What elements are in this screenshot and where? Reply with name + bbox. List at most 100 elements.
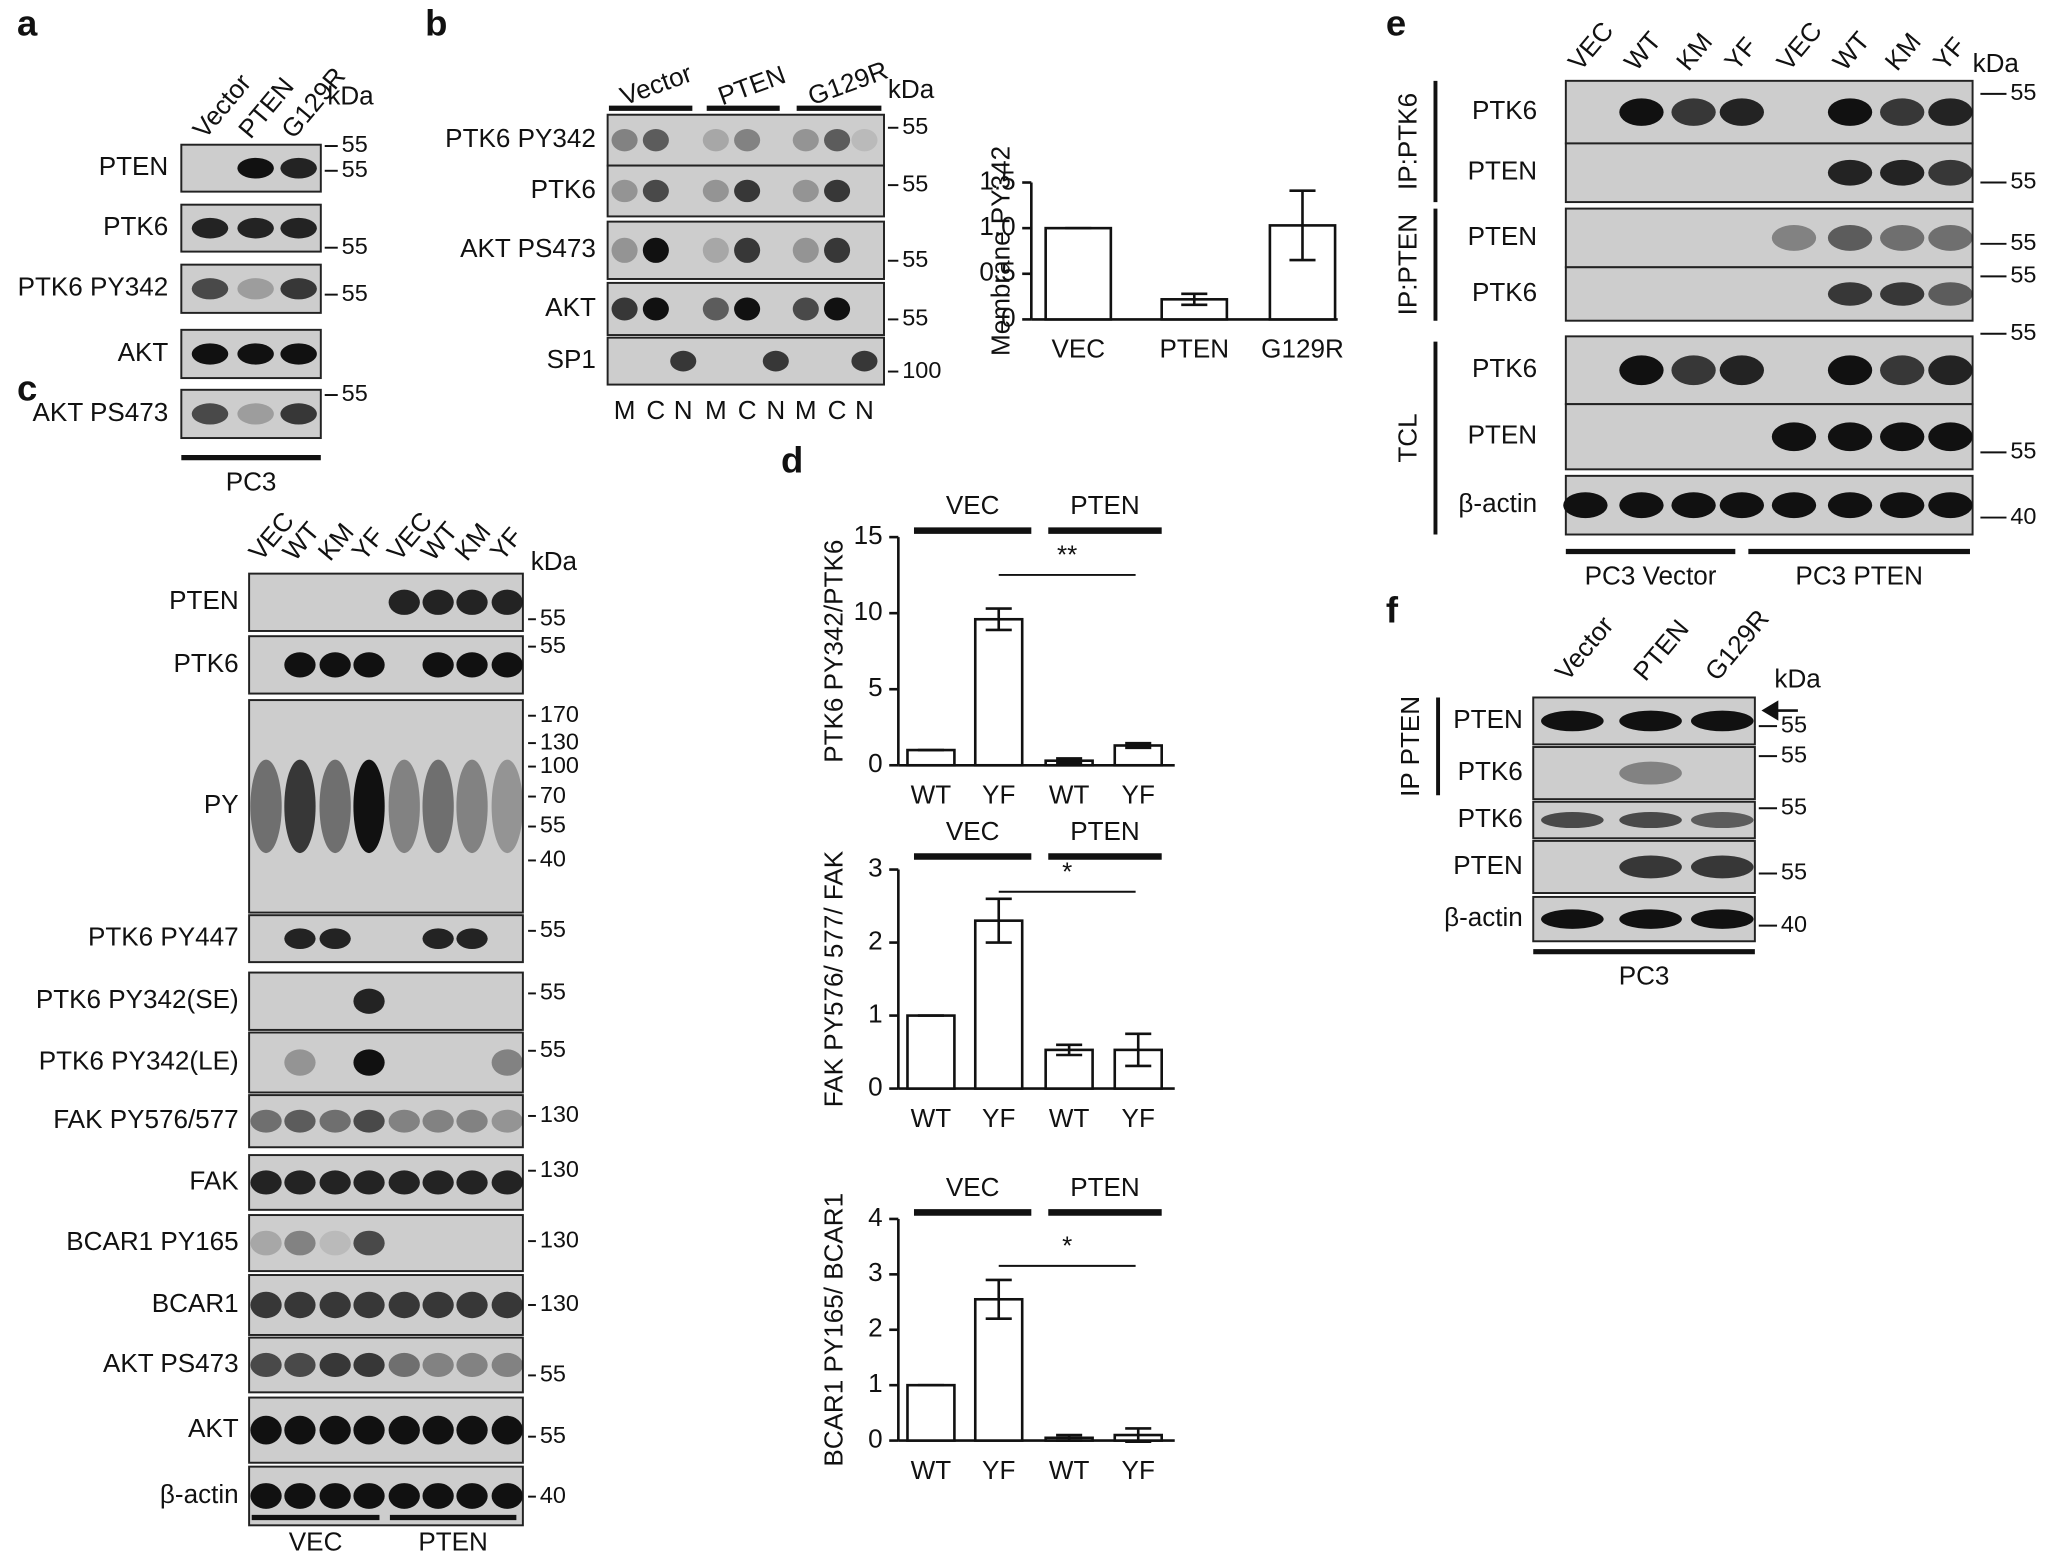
band [1928, 98, 1973, 126]
y-tick-label: 1 [868, 998, 883, 1028]
band [284, 759, 316, 854]
band [824, 128, 851, 152]
size-marker: 55 [540, 1361, 566, 1387]
lane-label: YF [1718, 31, 1762, 76]
band [280, 157, 317, 179]
row-label: PTEN [1453, 850, 1523, 880]
row-label: PTK6 PY447 [88, 922, 239, 952]
band [388, 1291, 420, 1319]
band [250, 1291, 282, 1319]
bar [1044, 1048, 1094, 1090]
band [284, 652, 316, 678]
band [250, 1230, 282, 1256]
row-label: AKT [188, 1413, 239, 1443]
band [702, 128, 729, 152]
band [491, 1352, 523, 1378]
band [353, 1049, 385, 1076]
panel-letter: b [425, 3, 447, 44]
band [237, 217, 274, 239]
size-marker: 55 [902, 246, 928, 272]
size-marker: 55 [342, 131, 368, 157]
error-bar [1056, 757, 1083, 765]
band [353, 988, 385, 1014]
x-tick-label: WT [911, 1455, 952, 1485]
size-marker: 55 [2010, 79, 2036, 105]
bar [906, 748, 956, 767]
band [456, 1109, 488, 1133]
y-tick-label: 3 [868, 1257, 883, 1287]
error-bar [1125, 1032, 1152, 1068]
error-bar [1056, 1043, 1083, 1057]
band [284, 928, 316, 949]
lane-label: YF [484, 521, 528, 566]
band [319, 1109, 351, 1133]
size-marker: 55 [342, 156, 368, 182]
fraction-label: C [828, 395, 847, 425]
blot-strip [248, 1214, 524, 1273]
size-marker: 170 [540, 701, 579, 727]
bar [973, 1297, 1024, 1442]
group-label: PC3 PTEN [1795, 560, 1922, 590]
band [1880, 355, 1925, 386]
size-marker: 55 [902, 113, 928, 139]
size-marker: 55 [540, 812, 566, 838]
band [250, 1483, 282, 1509]
band [1827, 159, 1873, 186]
band [319, 1415, 351, 1445]
band [491, 1049, 523, 1076]
error-bar [1289, 189, 1316, 262]
band [762, 350, 789, 372]
band [250, 1170, 282, 1195]
row-label: AKT PS473 [460, 233, 596, 263]
band [1719, 492, 1764, 519]
band [237, 157, 274, 179]
band [792, 179, 819, 203]
x-tick-label: YF [1122, 1455, 1155, 1485]
band [702, 179, 729, 203]
band [456, 589, 488, 615]
band [491, 759, 523, 854]
x-tick-label: YF [982, 1455, 1015, 1485]
y-tick-label: 2 [868, 1313, 883, 1343]
band [1619, 710, 1682, 732]
size-marker: 55 [540, 1036, 566, 1062]
row-label: β-actin [1458, 488, 1537, 518]
band [388, 1415, 420, 1445]
band [456, 1415, 488, 1445]
band [1619, 492, 1664, 519]
band [792, 297, 819, 321]
size-marker: 55 [540, 979, 566, 1005]
band [1827, 282, 1873, 306]
size-marker: 55 [342, 233, 368, 259]
lane-label: G129R [1699, 604, 1775, 687]
band [1541, 811, 1604, 829]
row-label: β-actin [1444, 902, 1523, 932]
size-marker: 100 [540, 752, 579, 778]
row-label: PTEN [169, 585, 239, 615]
band [491, 1291, 523, 1319]
size-marker: 55 [342, 280, 368, 306]
row-label: PTK6 [1458, 756, 1523, 786]
band [734, 179, 761, 203]
group-label: VEC [946, 1172, 1000, 1202]
band [734, 297, 761, 321]
band [1619, 98, 1664, 126]
band [422, 928, 454, 949]
band [284, 1415, 316, 1445]
panel-letter: a [17, 3, 38, 44]
group-label: PTEN [1070, 816, 1140, 846]
y-tick-label: 2 [868, 925, 883, 955]
band [284, 1352, 316, 1378]
band [353, 1170, 385, 1195]
panel-letter: d [781, 439, 803, 480]
band [851, 128, 878, 152]
band [1541, 710, 1604, 732]
band [1690, 855, 1754, 879]
band [422, 1109, 454, 1133]
row-label: PTK6 PY342 [18, 272, 169, 302]
size-marker: 55 [2010, 319, 2036, 345]
y-tick-label: 1.5 [979, 165, 1015, 195]
band [1771, 225, 1817, 251]
y-tick-label: 10 [854, 596, 883, 626]
lane-label: WT [1827, 26, 1876, 76]
